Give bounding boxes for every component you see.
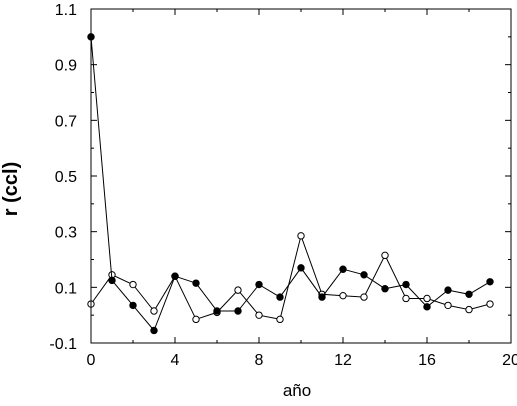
data-point-filled (486, 278, 494, 286)
x-tick-label: 20 (502, 352, 517, 369)
data-point-filled (360, 271, 368, 279)
data-point-filled (339, 265, 347, 273)
x-tick-label: 4 (171, 352, 180, 369)
y-tick-label: 1.1 (55, 2, 77, 19)
data-point-filled (129, 301, 137, 310)
data-point-open (234, 286, 242, 294)
plot-frame (90, 8, 512, 344)
data-point-filled (192, 279, 200, 287)
x-tick-label: 12 (334, 352, 352, 369)
data-point-open (150, 307, 158, 315)
y-tick-label: -0.1 (49, 336, 77, 353)
data-point-open (465, 305, 473, 314)
x-tick-label: 0 (87, 352, 96, 369)
data-point-filled (171, 272, 179, 280)
data-point-filled (297, 264, 305, 272)
y-tick-label: 0.3 (55, 225, 77, 242)
data-point-filled (318, 293, 326, 301)
y-tick-label: 0.1 (55, 280, 77, 297)
y-tick-label: 0.7 (55, 113, 77, 130)
data-point-filled (150, 326, 158, 335)
data-point-filled (402, 280, 410, 289)
data-point-filled (423, 303, 431, 311)
series-line-filled (90, 36, 491, 332)
data-point-open (255, 311, 263, 319)
data-point-filled (255, 280, 263, 289)
x-tick-label: 8 (255, 352, 264, 369)
data-point-open (192, 315, 200, 324)
y-axis-label: r (ccl) (0, 162, 22, 216)
x-axis-label: año (283, 381, 311, 400)
data-point-open (444, 301, 452, 310)
data-point-open (276, 315, 284, 324)
data-point-open (297, 232, 305, 240)
data-point-open (486, 300, 494, 308)
data-point-filled (381, 285, 389, 293)
data-point-filled (276, 293, 284, 301)
data-point-open (339, 291, 347, 300)
data-point-filled (108, 276, 116, 285)
data-point-filled (465, 290, 473, 298)
data-point-open (402, 294, 410, 303)
data-point-open (381, 251, 389, 260)
data-point-open (360, 293, 368, 301)
data-point-filled (213, 307, 221, 315)
data-point-open (423, 294, 431, 303)
x-tick-label: 16 (418, 352, 436, 369)
data-point-open (129, 280, 137, 289)
data-point-filled (234, 307, 242, 315)
y-tick-label: 0.5 (55, 169, 77, 186)
y-tick-label: 0.9 (55, 58, 77, 75)
data-point-filled (444, 286, 452, 294)
